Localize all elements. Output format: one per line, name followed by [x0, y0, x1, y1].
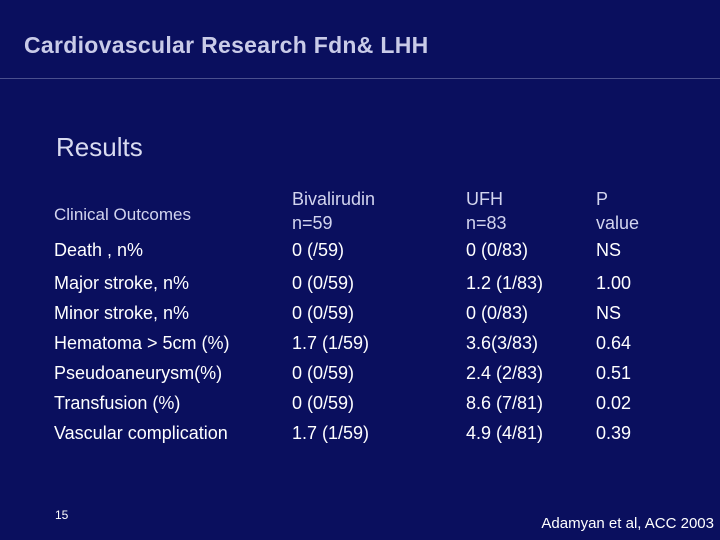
row-p-value: 0.64	[596, 333, 632, 353]
row-ufh: 0 (0/83)	[466, 303, 529, 323]
row-p-value: 0.51	[596, 363, 632, 383]
row-outcome: Minor stroke, n%	[54, 303, 190, 323]
row-bivalirudin: 0 (0/59)	[292, 393, 355, 413]
row-p-value: NS	[596, 240, 622, 260]
row-outcome: Pseudoaneurysm(%)	[54, 363, 223, 383]
row-ufh: 1.2 (1/83)	[466, 273, 544, 293]
row-outcome: Major stroke, n%	[54, 273, 190, 293]
header-ufh: UFH	[466, 189, 503, 209]
row-bivalirudin: 0 (/59)	[292, 240, 345, 260]
title-band: Cardiovascular Research Fdn& LHH	[0, 0, 720, 79]
row-p-value: NS	[596, 303, 622, 323]
row-bivalirudin: 0 (0/59)	[292, 303, 355, 323]
row-bivalirudin: 1.7 (1/59)	[292, 333, 370, 353]
row-p-value: 1.00	[596, 273, 632, 293]
header-p: P	[596, 189, 609, 209]
row-outcome: Vascular complication	[54, 423, 228, 443]
row-outcome: Hematoma > 5cm (%)	[54, 333, 230, 353]
header-clinical-outcomes: Clinical Outcomes	[54, 205, 191, 224]
header-bivalirudin: Bivalirudin	[292, 189, 376, 209]
row-ufh: 0 (0/83)	[466, 240, 529, 260]
slide-header-title: Cardiovascular Research Fdn& LHH	[24, 32, 429, 58]
row-ufh: 3.6(3/83)	[466, 333, 539, 353]
row-p-value: 0.02	[596, 393, 632, 413]
row-outcome: Transfusion (%)	[54, 393, 181, 413]
row-bivalirudin: 1.7 (1/59)	[292, 423, 370, 443]
row-outcome: Death , n%	[54, 240, 144, 260]
header-bivalirudin-n: n=59	[292, 213, 333, 233]
section-title: Results	[56, 132, 143, 162]
slide-number: 15	[55, 508, 69, 522]
row-bivalirudin: 0 (0/59)	[292, 363, 355, 383]
header-ufh-n: n=83	[466, 213, 507, 233]
citation: Adamyan et al, ACC 2003	[541, 515, 714, 532]
row-ufh: 4.9 (4/81)	[466, 423, 544, 443]
row-ufh: 2.4 (2/83)	[466, 363, 544, 383]
header-p-value: value	[596, 213, 640, 233]
row-bivalirudin: 0 (0/59)	[292, 273, 355, 293]
row-ufh: 8.6 (7/81)	[466, 393, 544, 413]
row-p-value: 0.39	[596, 423, 632, 443]
